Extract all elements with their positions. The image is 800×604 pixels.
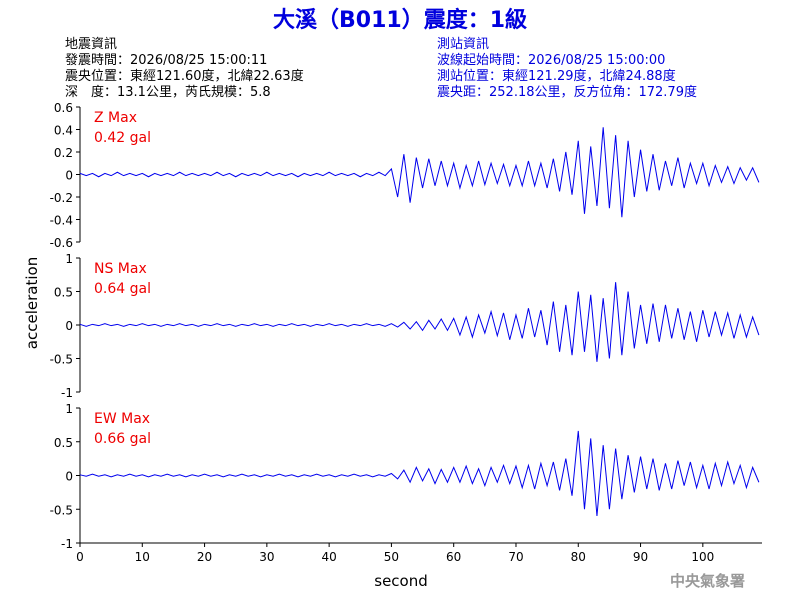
info: 發震時間：2026/08/25 15:00:11 bbox=[65, 53, 267, 68]
y-tick-label: 1 bbox=[65, 402, 73, 416]
y-tick-label: 0 bbox=[65, 169, 73, 183]
info: 地震資訊 bbox=[65, 37, 117, 52]
x-axis-label: second bbox=[374, 572, 428, 590]
annotation: NS Max bbox=[94, 261, 147, 277]
y-tick-label: -0.5 bbox=[50, 503, 73, 517]
info: 震央距：252.18公里，反方位角：172.79度 bbox=[437, 84, 697, 100]
y-tick-label: 1 bbox=[65, 252, 73, 266]
waveform bbox=[79, 282, 760, 362]
x-tick-label: 60 bbox=[446, 550, 461, 564]
annotation: Z Max bbox=[94, 110, 137, 126]
waveform bbox=[79, 430, 760, 517]
info: 測站位置：東經121.29度，北緯24.88度 bbox=[437, 68, 676, 84]
waveform bbox=[79, 127, 760, 218]
info: 測站資訊 bbox=[437, 37, 489, 52]
info: 波線起始時間：2026/08/25 15:00:00 bbox=[437, 52, 665, 68]
x-tick-label: 80 bbox=[571, 550, 586, 564]
y-tick-label: -0.2 bbox=[50, 191, 73, 205]
y-tick-label: 0.2 bbox=[54, 146, 73, 160]
annotation: EW Max bbox=[94, 411, 150, 427]
y-tick-label: 0 bbox=[65, 319, 73, 333]
x-tick-label: 90 bbox=[633, 550, 648, 564]
annotation: 0.66 gal bbox=[94, 431, 151, 447]
x-tick-label: 10 bbox=[135, 550, 150, 564]
y-tick-label: -1 bbox=[61, 537, 73, 551]
y-tick-label: 0.6 bbox=[54, 101, 73, 115]
y-tick-label: -0.6 bbox=[50, 236, 73, 250]
annotation: 0.42 gal bbox=[94, 130, 151, 146]
info: 深 度：13.1公里，芮氏規模：5.8 bbox=[65, 84, 271, 100]
y-tick-label: -1 bbox=[61, 386, 73, 400]
y-tick-label: 0 bbox=[65, 470, 73, 484]
x-tick-label: 30 bbox=[259, 550, 274, 564]
x-tick-label: 0 bbox=[76, 550, 84, 564]
y-tick-label: -0.4 bbox=[50, 214, 73, 228]
y-tick-label: 0.4 bbox=[54, 124, 73, 138]
title: 大溪（B011）震度：1級 bbox=[273, 7, 527, 33]
x-tick-label: 20 bbox=[197, 550, 212, 564]
x-tick-label: 70 bbox=[508, 550, 523, 564]
annotation: 0.64 gal bbox=[94, 281, 151, 297]
x-tick-label: 40 bbox=[321, 550, 336, 564]
footer: 中央氣象署 bbox=[670, 572, 745, 590]
x-tick-label: 100 bbox=[691, 550, 714, 564]
y-tick-label: 0.5 bbox=[54, 436, 73, 450]
info: 震央位置：東經121.60度，北緯22.63度 bbox=[65, 68, 304, 84]
y-axis-label: acceleration bbox=[23, 257, 41, 349]
y-tick-label: -0.5 bbox=[50, 353, 73, 367]
x-tick-label: 50 bbox=[384, 550, 399, 564]
y-tick-label: 0.5 bbox=[54, 286, 73, 300]
